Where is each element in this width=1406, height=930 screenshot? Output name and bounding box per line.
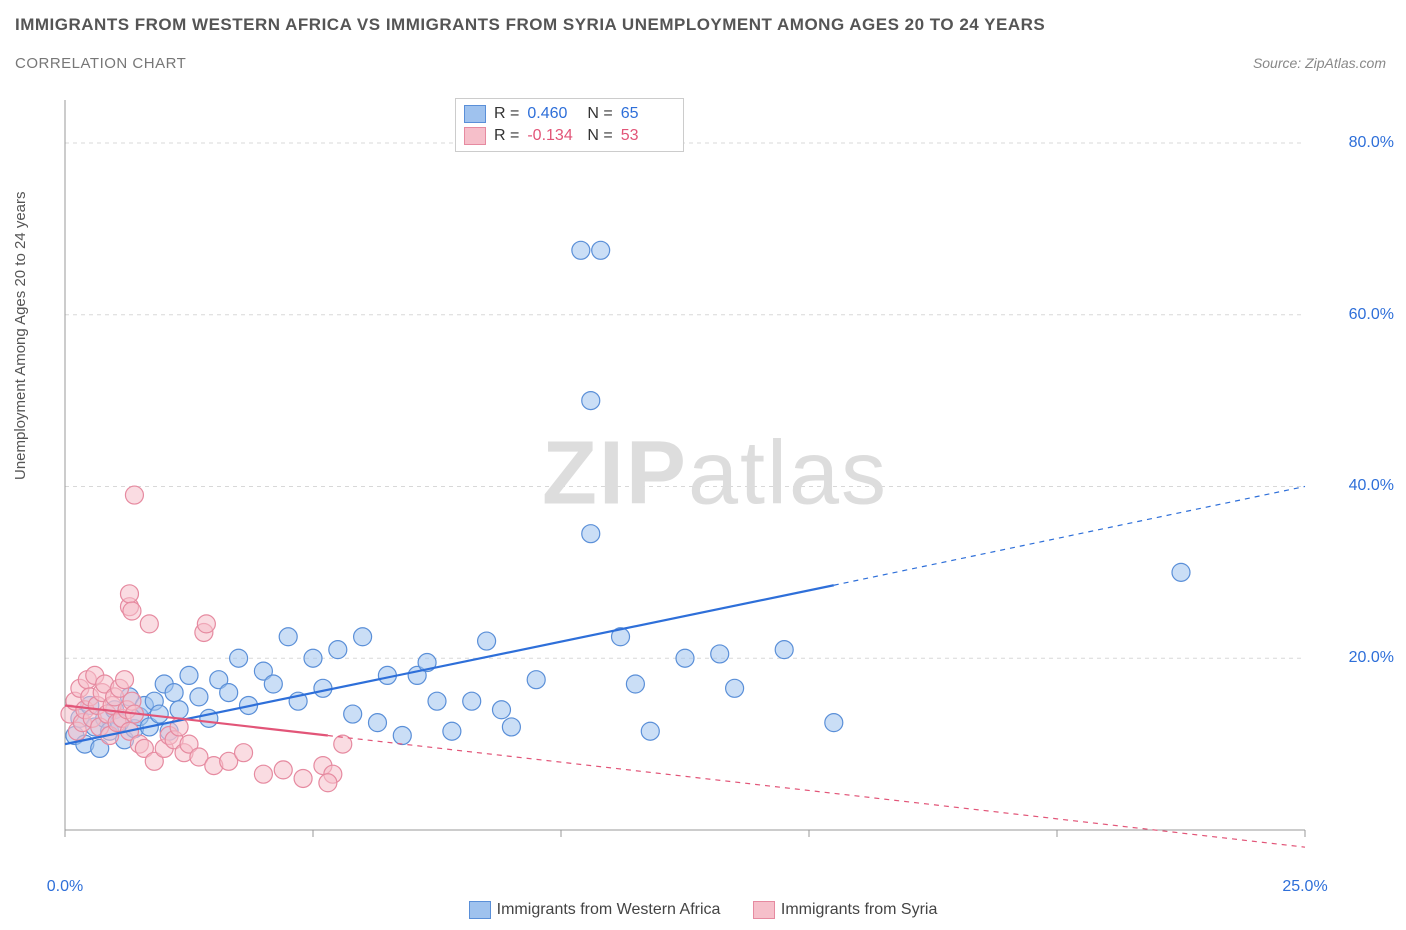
y-tick-label: 40.0%: [1349, 477, 1394, 495]
series1-r-value: 0.460: [527, 103, 579, 125]
series-legend: Immigrants from Western Africa Immigrant…: [0, 901, 1406, 924]
y-axis-label: Unemployment Among Ages 20 to 24 years: [12, 191, 29, 480]
series2-swatch: [464, 127, 486, 145]
series1-swatch: [464, 105, 486, 123]
series1-name: Immigrants from Western Africa: [497, 901, 721, 919]
n-label: N =: [587, 103, 612, 125]
n-label: N =: [587, 125, 612, 147]
series1-swatch-bottom: [469, 901, 491, 919]
series2-swatch-bottom: [753, 901, 775, 919]
y-tick-label: 20.0%: [1349, 649, 1394, 667]
chart-title: IMMIGRANTS FROM WESTERN AFRICA VS IMMIGR…: [15, 15, 1045, 35]
series2-name: Immigrants from Syria: [781, 901, 937, 919]
correlation-legend: R = 0.460 N = 65 R = -0.134 N = 53: [455, 98, 684, 152]
series2-n-value: 53: [621, 125, 673, 147]
source-label: Source: ZipAtlas.com: [1253, 55, 1386, 71]
y-tick-label: 60.0%: [1349, 306, 1394, 324]
x-tick-label: 25.0%: [1282, 878, 1327, 896]
y-tick-label: 80.0%: [1349, 134, 1394, 152]
series2-r-value: -0.134: [527, 125, 579, 147]
chart-subtitle: CORRELATION CHART: [15, 55, 186, 72]
r-label: R =: [494, 103, 519, 125]
x-tick-label: 0.0%: [47, 878, 83, 896]
chart-canvas: [55, 95, 1375, 885]
r-label: R =: [494, 125, 519, 147]
series1-n-value: 65: [621, 103, 673, 125]
scatter-plot: ZIPatlas: [55, 95, 1375, 885]
